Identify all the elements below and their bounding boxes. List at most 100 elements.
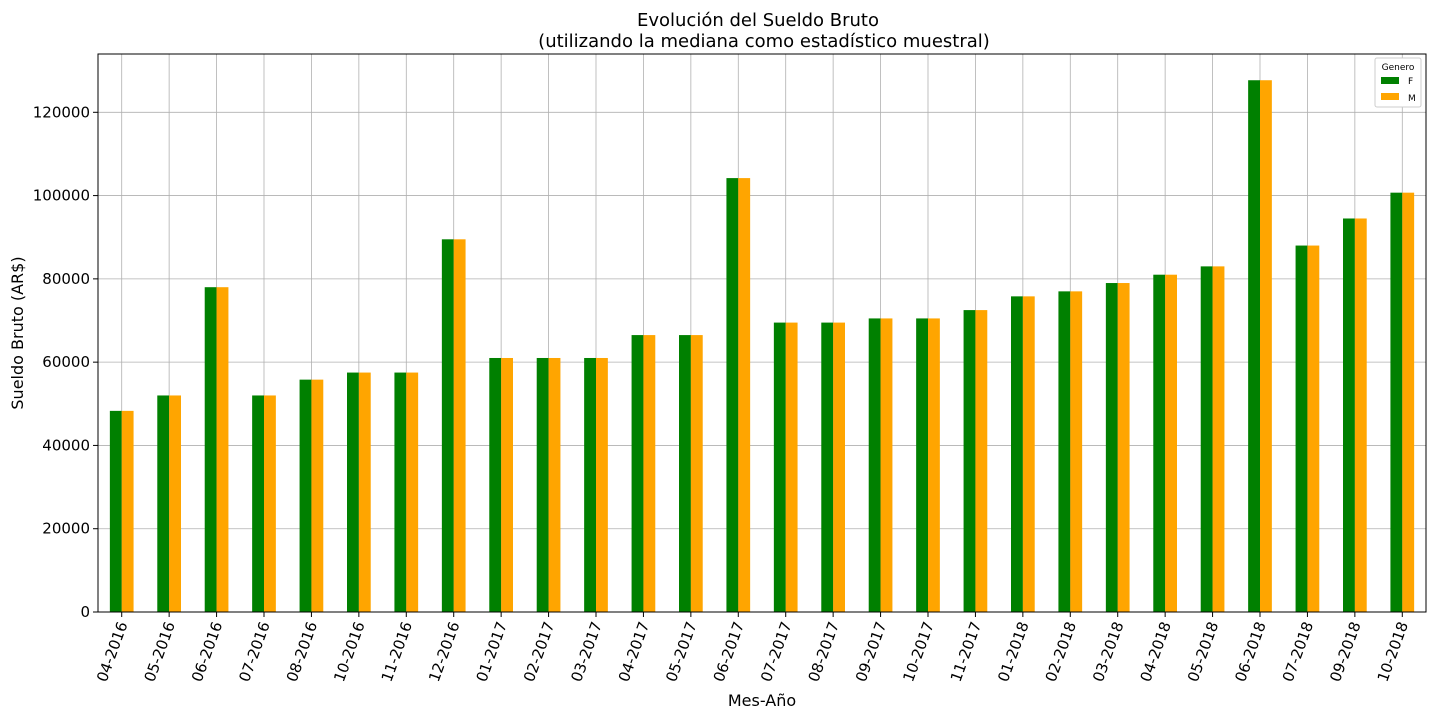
y-tick-label: 40000: [42, 436, 90, 454]
bar-m-04-2017: [643, 335, 656, 612]
x-tick-label: 04-2016: [93, 619, 131, 684]
bar-f-07-2016: [252, 395, 264, 612]
bar-f-04-2016: [109, 410, 122, 612]
bar-m-12-2016: [453, 239, 466, 612]
legend: Genero F M: [1374, 57, 1422, 108]
bar-m-10-2016: [358, 372, 371, 612]
bar-f-05-2018: [1200, 266, 1213, 612]
x-tick-label: 04-2018: [1137, 619, 1175, 684]
x-tick-label: 12-2016: [425, 619, 463, 684]
bar-f-08-2017: [821, 322, 834, 612]
bars-layer: [109, 80, 1415, 613]
x-tick-label: 06-2017: [710, 619, 748, 684]
bar-m-02-2018: [1070, 291, 1083, 612]
chart-title-line1: Evolución del Sueldo Bruto: [637, 10, 879, 31]
bar-m-06-2016: [216, 287, 229, 612]
x-tick-label: 03-2017: [567, 619, 605, 684]
legend-swatch-m: [1381, 93, 1399, 100]
bar-m-01-2017: [501, 357, 513, 612]
bar-m-07-2018: [1307, 245, 1320, 612]
x-tick-label: 09-2017: [852, 619, 890, 684]
bar-m-07-2016: [264, 395, 276, 612]
bar-m-05-2016: [169, 395, 181, 612]
bar-m-04-2018: [1165, 274, 1177, 612]
x-tick-label: 09-2018: [1326, 619, 1364, 684]
x-tick-label: 05-2018: [1184, 619, 1222, 684]
x-tick-label: 01-2018: [994, 619, 1032, 684]
bar-f-04-2018: [1153, 274, 1166, 612]
legend-title: Genero: [1382, 63, 1415, 73]
legend-label-m: M: [1408, 94, 1416, 104]
bar-f-09-2018: [1343, 218, 1355, 612]
bar-m-02-2017: [548, 357, 561, 612]
x-tick-label: 04-2017: [615, 619, 653, 684]
x-tick-label: 07-2018: [1279, 619, 1317, 684]
bar-f-03-2018: [1105, 283, 1118, 612]
bar-f-04-2017: [631, 335, 644, 612]
bar-m-08-2017: [833, 322, 845, 612]
bar-f-07-2017: [773, 322, 786, 612]
bar-f-01-2017: [489, 357, 502, 612]
bar-f-03-2017: [584, 357, 596, 612]
y-tick-label: 80000: [42, 270, 90, 288]
bar-m-05-2018: [1212, 266, 1225, 612]
x-tick-label: 07-2016: [235, 619, 273, 684]
y-tick-label: 120000: [33, 103, 90, 121]
x-tick-label: 10-2017: [899, 619, 937, 684]
x-tick-label: 07-2017: [757, 619, 795, 684]
x-tick-label: 08-2017: [805, 619, 843, 684]
bar-f-08-2016: [299, 379, 312, 612]
bar-f-10-2016: [347, 372, 359, 612]
bar-f-05-2016: [157, 395, 170, 612]
x-axis-label: Mes-Año: [728, 691, 796, 710]
bar-f-02-2018: [1058, 291, 1071, 612]
bar-m-11-2016: [406, 372, 419, 612]
x-tick-label: 03-2018: [1089, 619, 1127, 684]
bar-m-05-2017: [690, 335, 703, 612]
y-tick-label: 100000: [33, 187, 90, 205]
x-tick-label: 02-2017: [520, 619, 558, 684]
x-tick-label: 11-2017: [947, 619, 985, 684]
bar-f-02-2017: [536, 357, 549, 612]
x-tick-label: 06-2016: [188, 619, 226, 684]
bar-f-12-2016: [441, 239, 454, 612]
grid-layer: [98, 54, 1426, 613]
y-axis-label: Sueldo Bruto (AR$): [8, 256, 27, 409]
bar-m-11-2017: [975, 310, 988, 612]
y-tick-label: 20000: [42, 520, 90, 538]
bar-m-03-2017: [596, 357, 608, 612]
bar-m-03-2018: [1117, 283, 1130, 612]
bar-m-09-2017: [880, 318, 893, 612]
bar-f-09-2017: [868, 318, 881, 612]
bar-m-10-2018: [1402, 192, 1415, 612]
bar-m-09-2018: [1354, 218, 1367, 612]
bar-m-08-2016: [311, 379, 324, 612]
bar-f-10-2018: [1390, 192, 1403, 612]
legend-swatch-f: [1381, 77, 1399, 84]
x-tick-label: 10-2018: [1374, 619, 1412, 684]
bar-f-05-2017: [679, 335, 691, 612]
legend-label-f: F: [1408, 77, 1413, 87]
bar-m-04-2016: [121, 410, 134, 612]
x-tick-label: 06-2018: [1231, 619, 1269, 684]
bar-f-07-2018: [1295, 245, 1308, 612]
y-tick-label: 0: [80, 603, 90, 621]
bar-m-06-2018: [1260, 80, 1272, 613]
x-tick-label: 08-2016: [283, 619, 321, 684]
bar-m-10-2017: [928, 318, 940, 612]
plot-frame: [97, 53, 1427, 613]
y-tick-label: 60000: [42, 353, 90, 371]
x-tick-label: 05-2017: [662, 619, 700, 684]
bar-m-07-2017: [785, 322, 798, 612]
chart-title-line2: (utilizando la mediana como estadístico …: [538, 31, 990, 52]
bar-f-06-2016: [204, 287, 217, 612]
x-tick-label: 02-2018: [1042, 619, 1080, 684]
x-tick-label: 11-2016: [378, 619, 416, 684]
bar-m-01-2018: [1022, 296, 1035, 612]
bar-f-06-2017: [726, 178, 739, 613]
bar-f-01-2018: [1011, 296, 1023, 612]
x-tick-label: 10-2016: [330, 619, 368, 684]
bar-m-06-2017: [738, 178, 751, 613]
